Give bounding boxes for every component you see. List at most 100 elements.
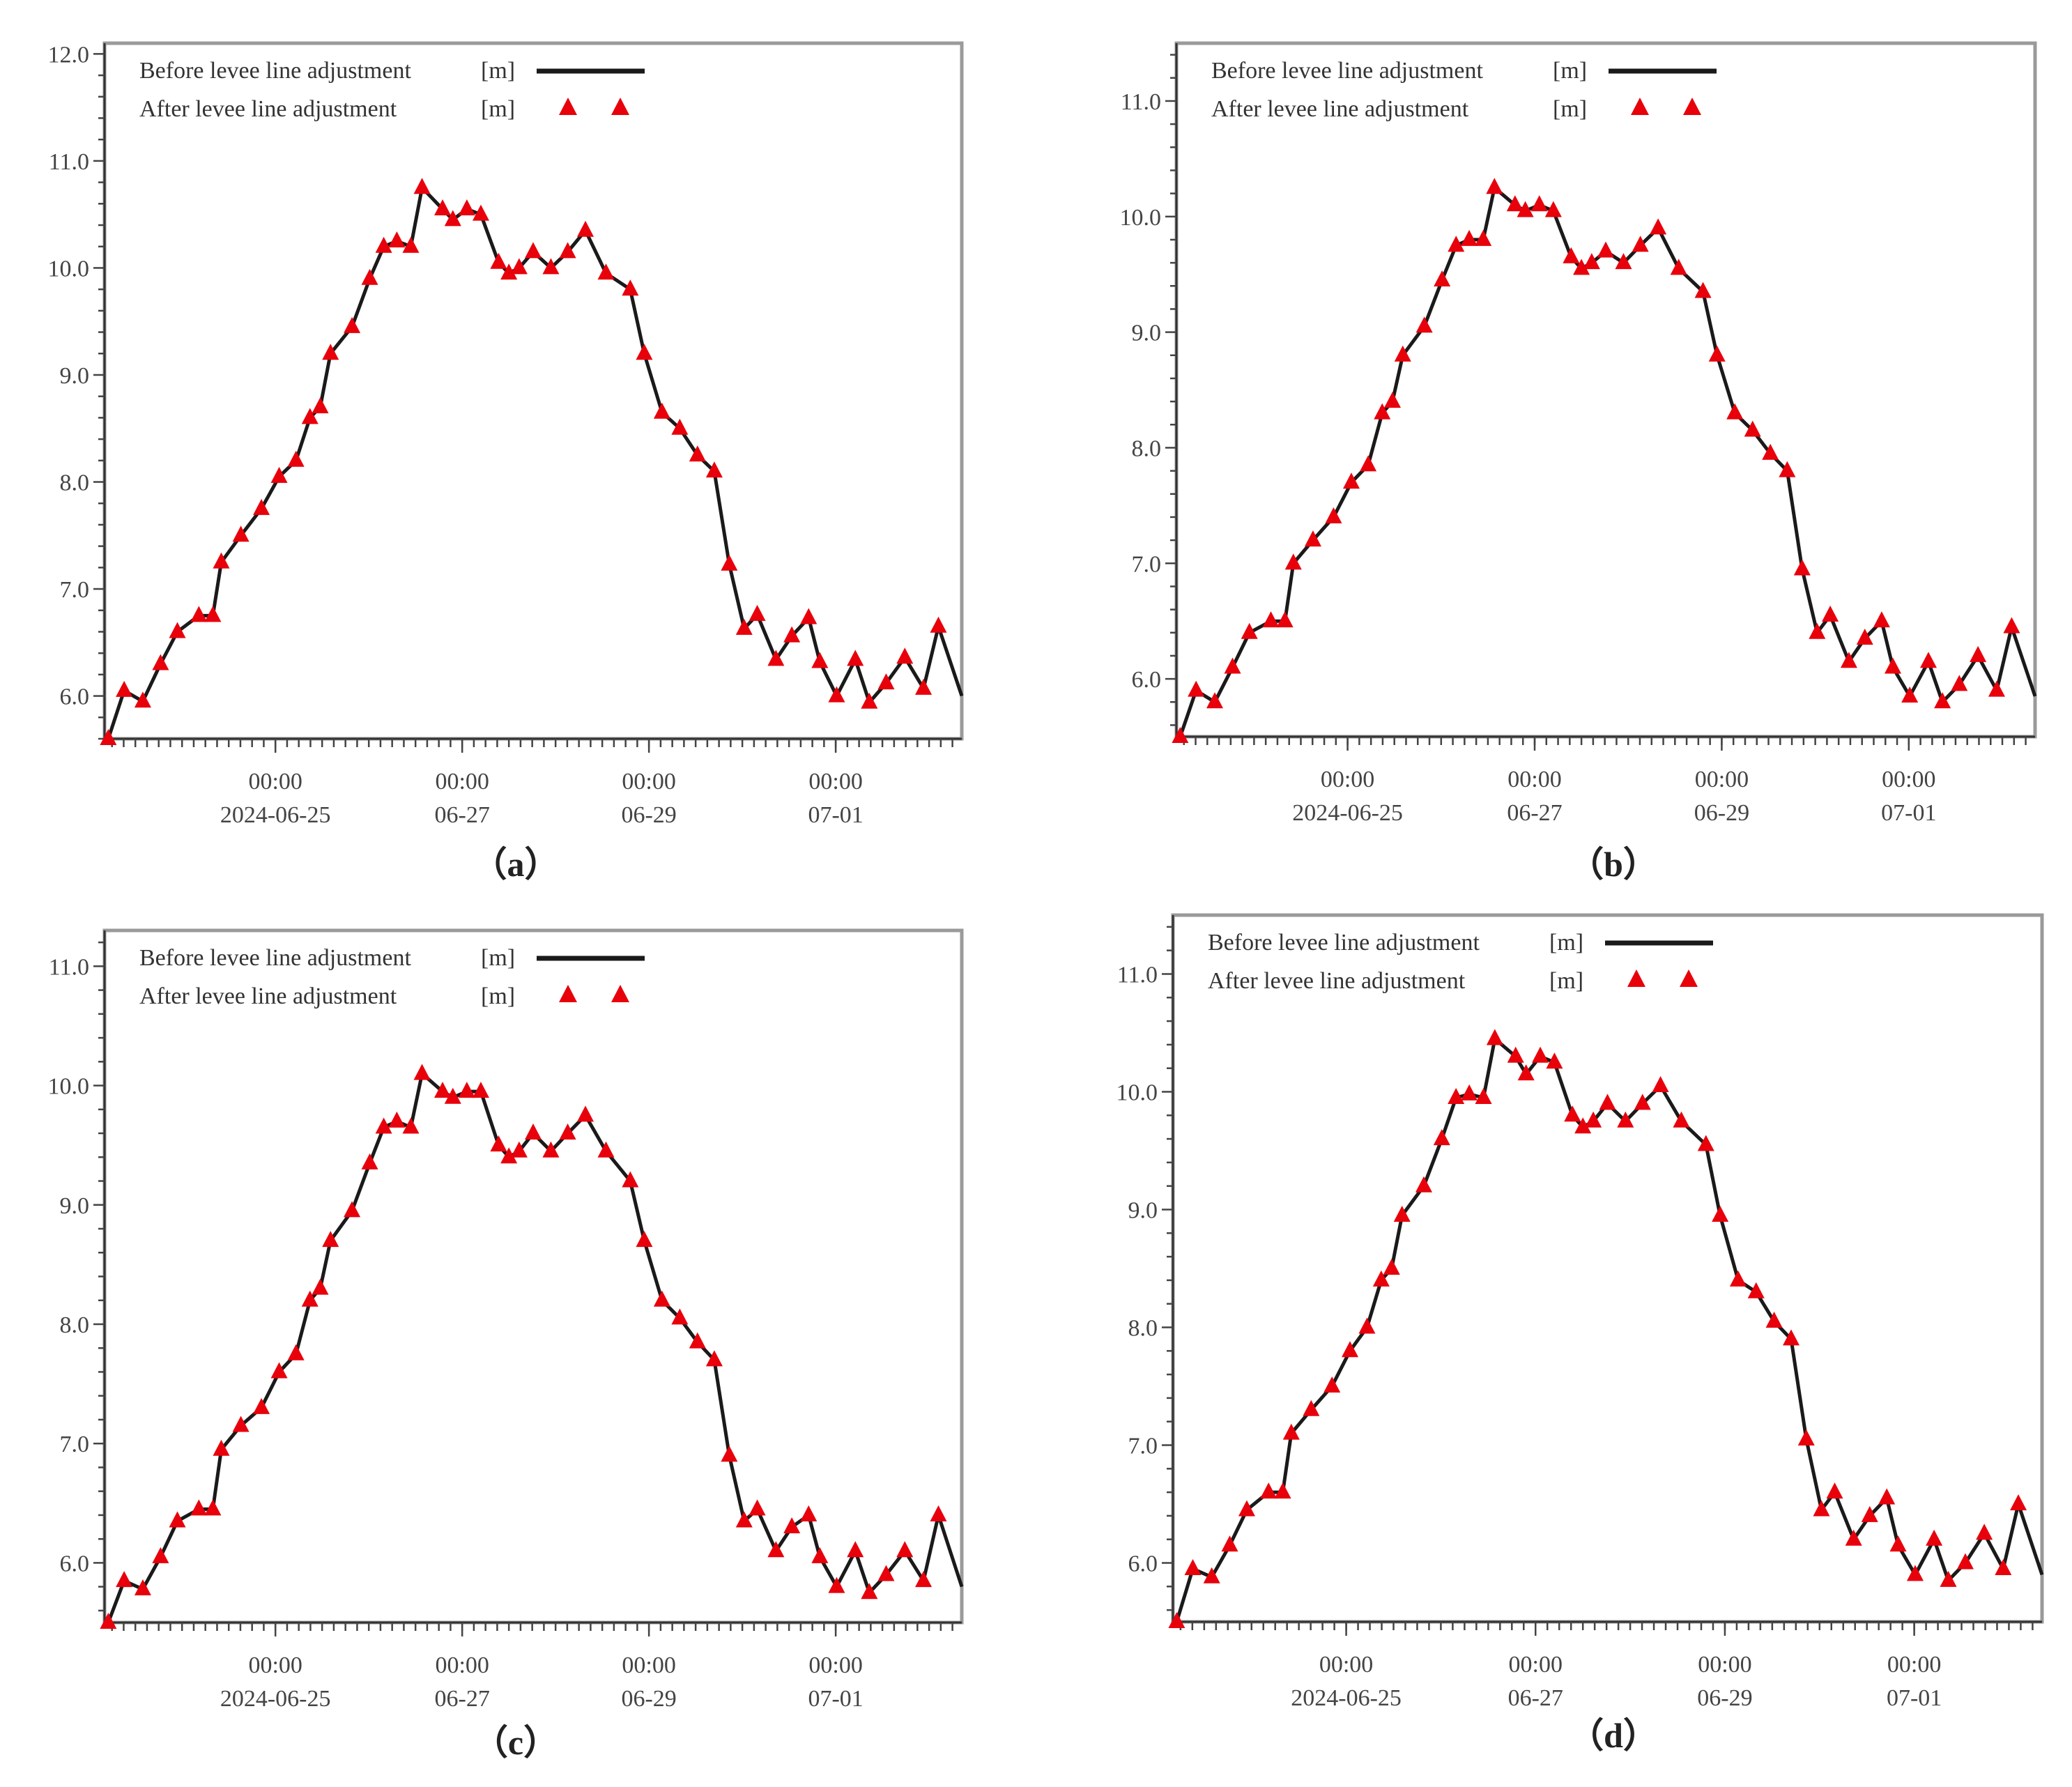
after-adjustment-marker-icon (1507, 1046, 1524, 1063)
after-adjustment-marker-icon (1384, 392, 1402, 408)
y-tick-label: 6.0 (1132, 667, 1162, 693)
legend-triangle-icon (1631, 98, 1649, 115)
after-adjustment-marker-icon (877, 1565, 895, 1581)
chart-panel-c: 6.0 7.0 8.0 9.0 10.0 11.0 00:00 2024-06-25 00:00… (48, 928, 964, 1712)
after-adjustment-marker-icon (1951, 675, 1968, 691)
after-adjustment-marker-icon (100, 1613, 117, 1629)
after-adjustment-marker-icon (301, 1290, 319, 1307)
after-adjustment-marker-icon (735, 618, 753, 635)
after-adjustment-marker-icon (413, 178, 431, 194)
after-adjustment-marker-icon (1976, 1524, 1993, 1540)
plot-frame (1171, 913, 2044, 1624)
chart-svg-b: 6.0 7.0 8.0 9.0 10.0 11.0 00:00 2024-06-25 00:00… (1120, 41, 2037, 826)
after-adjustment-marker-icon (1878, 1488, 1896, 1505)
after-adjustment-marker-icon (1747, 1282, 1765, 1298)
x-tick-label-time: 00:00 (248, 1652, 302, 1678)
after-adjustment-marker-icon (1765, 1312, 1783, 1328)
after-adjustment-marker-icon (1284, 553, 1302, 570)
legend-after-label: After levee line adjustment (139, 96, 397, 122)
after-adjustment-marker-icon (1206, 692, 1224, 709)
after-adjustment-marker-icon (1652, 1076, 1669, 1093)
after-adjustment-marker-icon (1995, 1558, 2012, 1575)
x-tick-label-time: 00:00 (435, 769, 489, 795)
after-adjustment-marker-icon (930, 1505, 947, 1521)
after-adjustment-marker-icon (1632, 236, 1649, 252)
after-adjustment-marker-icon (861, 1583, 878, 1600)
after-adjustment-marker-icon (322, 344, 339, 360)
after-adjustment-marker-icon (100, 729, 117, 745)
after-adjustment-marker-icon (1889, 1535, 1907, 1552)
after-adjustment-marker-icon (375, 1117, 392, 1134)
y-tick-label: 6.0 (60, 1551, 90, 1577)
y-tick-label: 9.0 (60, 1193, 90, 1219)
after-adjustment-marker-icon (1415, 1176, 1432, 1192)
after-adjustment-marker-icon (721, 1445, 738, 1462)
after-adjustment-marker-icon (597, 1141, 615, 1158)
x-tick-label-time: 00:00 (622, 1652, 675, 1678)
after-adjustment-marker-icon (767, 650, 785, 666)
after-adjustment-marker-icon (1224, 657, 1241, 674)
after-adjustment-marker-icon (1448, 236, 1465, 252)
after-adjustment-marker-icon (1617, 1111, 1634, 1128)
y-tick-label: 8.0 (1132, 436, 1162, 461)
after-adjustment-marker-icon (402, 236, 420, 253)
after-adjustment-marker-icon (705, 461, 723, 478)
after-adjustment-marker-icon (1694, 282, 1712, 298)
after-adjustment-marker-icon (1926, 1529, 1943, 1546)
after-adjustment-marker-icon (1585, 1111, 1602, 1128)
after-adjustment-marker-icon (525, 1123, 542, 1140)
after-adjustment-marker-icon (169, 1511, 186, 1528)
after-adjustment-marker-icon (1840, 652, 1857, 668)
after-adjustment-marker-icon (622, 279, 639, 296)
after-adjustment-marker-icon (301, 408, 319, 424)
after-adjustment-marker-icon (1517, 201, 1534, 217)
after-adjustment-marker-icon (1303, 1399, 1320, 1416)
chart-panel-b: 6.0 7.0 8.0 9.0 10.0 11.0 00:00 2024-06-25 00:00… (0, 0, 2072, 892)
legend-after-label: After levee line adjustment (1208, 968, 1466, 994)
after-adjustment-marker-icon (500, 263, 518, 280)
x-tick-label-date: 06-29 (1694, 800, 1749, 826)
y-tick-label: 8.0 (60, 1312, 90, 1338)
after-adjustment-marker-icon (444, 1087, 461, 1104)
after-adjustment-marker-icon (671, 1308, 689, 1325)
y-tick-label: 11.0 (49, 149, 89, 175)
x-tick-label-date: 06-27 (1507, 800, 1562, 826)
after-adjustment-marker-icon (232, 526, 250, 542)
after-adjustment-marker-icon (152, 1547, 169, 1563)
after-adjustment-marker-icon (671, 418, 689, 435)
legend-before-unit: [m] (1553, 58, 1587, 84)
x-tick-label-time: 00:00 (248, 769, 302, 795)
after-adjustment-marker-icon (828, 1577, 845, 1593)
after-adjustment-marker-icon (213, 1439, 230, 1456)
after-adjustment-marker-icon (1241, 622, 1258, 639)
after-adjustment-marker-icon (190, 606, 208, 622)
after-adjustment-marker-icon (1583, 253, 1600, 270)
after-adjustment-marker-icon (811, 1547, 829, 1563)
after-adjustment-marker-icon (1940, 1570, 1957, 1587)
after-adjustment-marker-icon (1634, 1094, 1651, 1110)
after-adjustment-marker-icon (1262, 611, 1280, 628)
x-tick-label-date: 2024-06-25 (220, 802, 331, 828)
legend-before-label: Before levee line adjustment (1211, 58, 1483, 84)
y-tick-label: 9.0 (1132, 321, 1162, 346)
after-adjustment-marker-icon (749, 1499, 766, 1516)
after-adjustment-marker-icon (525, 242, 542, 259)
after-adjustment-marker-icon (783, 1517, 801, 1534)
after-adjustment-marker-icon (1708, 345, 1726, 362)
after-adjustment-marker-icon (542, 258, 560, 275)
y-tick-label: 10.0 (1120, 205, 1162, 231)
after-adjustment-marker-icon (1563, 247, 1580, 263)
after-adjustment-marker-icon (1434, 270, 1451, 286)
after-adjustment-marker-icon (270, 1362, 288, 1379)
legend-after-unit: [m] (1549, 968, 1583, 994)
y-tick-label: 9.0 (1128, 1198, 1158, 1224)
after-adjustment-marker-icon (1260, 1482, 1277, 1499)
y-tick-label: 7.0 (60, 577, 90, 603)
after-adjustment-marker-icon (458, 1082, 475, 1098)
chart-svg-c: 6.0 7.0 8.0 9.0 10.0 11.0 00:00 2024-06-25 00:00… (48, 928, 964, 1712)
after-adjustment-marker-icon (232, 1416, 250, 1432)
after-adjustment-marker-icon (1615, 253, 1632, 270)
x-tick-label-time: 00:00 (1887, 1652, 1941, 1678)
after-adjustment-marker-icon (1461, 1084, 1478, 1100)
after-adjustment-marker-icon (510, 258, 528, 275)
